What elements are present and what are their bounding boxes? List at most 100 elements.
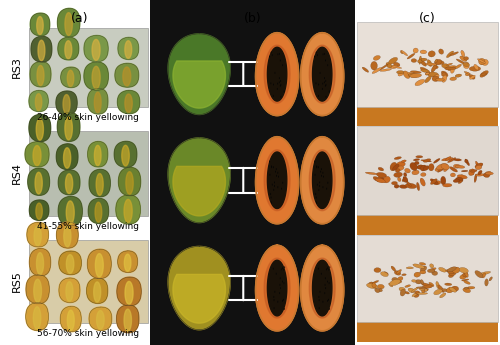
Ellipse shape xyxy=(279,77,280,79)
Polygon shape xyxy=(38,40,45,61)
Ellipse shape xyxy=(325,277,326,279)
Ellipse shape xyxy=(322,88,323,90)
Ellipse shape xyxy=(448,67,455,71)
Ellipse shape xyxy=(327,300,328,302)
Polygon shape xyxy=(26,303,48,331)
Ellipse shape xyxy=(390,279,400,286)
Polygon shape xyxy=(66,201,74,224)
Polygon shape xyxy=(66,174,72,194)
Polygon shape xyxy=(61,67,80,88)
Polygon shape xyxy=(310,258,335,318)
Ellipse shape xyxy=(281,188,282,190)
Ellipse shape xyxy=(412,170,419,175)
Ellipse shape xyxy=(464,57,468,60)
Ellipse shape xyxy=(450,52,458,56)
Polygon shape xyxy=(84,62,108,90)
Ellipse shape xyxy=(394,62,400,67)
Ellipse shape xyxy=(416,280,422,284)
Ellipse shape xyxy=(390,65,398,69)
Polygon shape xyxy=(125,282,133,304)
Ellipse shape xyxy=(406,181,412,186)
Ellipse shape xyxy=(318,268,319,270)
Ellipse shape xyxy=(277,82,278,85)
Ellipse shape xyxy=(397,277,403,281)
Polygon shape xyxy=(118,90,140,114)
Ellipse shape xyxy=(394,157,402,159)
Ellipse shape xyxy=(324,292,325,294)
Ellipse shape xyxy=(425,76,431,83)
Polygon shape xyxy=(96,174,103,195)
Ellipse shape xyxy=(366,172,378,175)
Polygon shape xyxy=(173,61,226,108)
Polygon shape xyxy=(168,34,230,115)
Ellipse shape xyxy=(463,288,470,293)
Polygon shape xyxy=(115,63,138,87)
Ellipse shape xyxy=(326,188,327,190)
Polygon shape xyxy=(312,152,332,208)
Ellipse shape xyxy=(366,283,378,289)
Ellipse shape xyxy=(422,287,425,293)
Ellipse shape xyxy=(322,301,324,303)
Polygon shape xyxy=(29,115,50,141)
Ellipse shape xyxy=(378,289,382,292)
Ellipse shape xyxy=(421,160,432,162)
Polygon shape xyxy=(30,248,50,276)
Ellipse shape xyxy=(456,59,466,65)
Ellipse shape xyxy=(478,59,486,63)
Polygon shape xyxy=(58,112,80,141)
Polygon shape xyxy=(31,36,52,62)
Ellipse shape xyxy=(446,66,456,70)
Ellipse shape xyxy=(484,171,492,177)
Ellipse shape xyxy=(274,185,275,187)
Ellipse shape xyxy=(422,289,428,292)
Ellipse shape xyxy=(456,177,463,182)
Ellipse shape xyxy=(269,160,270,162)
Ellipse shape xyxy=(434,59,438,63)
Ellipse shape xyxy=(372,280,378,284)
Ellipse shape xyxy=(414,161,419,165)
Ellipse shape xyxy=(324,284,326,286)
Polygon shape xyxy=(28,168,50,195)
Polygon shape xyxy=(92,39,100,60)
Ellipse shape xyxy=(431,65,436,72)
Polygon shape xyxy=(64,148,70,168)
Ellipse shape xyxy=(403,177,408,182)
Polygon shape xyxy=(256,245,298,331)
Ellipse shape xyxy=(328,282,330,284)
Ellipse shape xyxy=(324,77,325,79)
Ellipse shape xyxy=(414,159,420,161)
Polygon shape xyxy=(56,222,78,248)
Ellipse shape xyxy=(274,181,275,184)
Polygon shape xyxy=(94,92,101,113)
Ellipse shape xyxy=(434,75,439,79)
Ellipse shape xyxy=(413,48,418,53)
Ellipse shape xyxy=(322,172,324,174)
Ellipse shape xyxy=(441,71,448,77)
Polygon shape xyxy=(60,306,81,332)
Bar xyxy=(357,107,498,126)
Polygon shape xyxy=(126,172,133,194)
Ellipse shape xyxy=(269,56,270,58)
Ellipse shape xyxy=(440,176,446,185)
Ellipse shape xyxy=(470,170,477,172)
Ellipse shape xyxy=(270,51,272,53)
Ellipse shape xyxy=(436,60,444,65)
Ellipse shape xyxy=(396,71,404,74)
Polygon shape xyxy=(29,90,48,111)
Polygon shape xyxy=(84,36,108,62)
Ellipse shape xyxy=(459,267,468,273)
Ellipse shape xyxy=(464,281,470,284)
Ellipse shape xyxy=(454,164,460,168)
Ellipse shape xyxy=(401,50,407,56)
Ellipse shape xyxy=(420,67,428,72)
Ellipse shape xyxy=(399,185,407,188)
Ellipse shape xyxy=(446,51,454,58)
Ellipse shape xyxy=(316,166,317,168)
Ellipse shape xyxy=(421,287,428,291)
Ellipse shape xyxy=(479,59,482,65)
Ellipse shape xyxy=(416,293,428,295)
Ellipse shape xyxy=(391,66,402,68)
Ellipse shape xyxy=(438,167,446,172)
Ellipse shape xyxy=(408,288,415,293)
Polygon shape xyxy=(268,47,287,101)
